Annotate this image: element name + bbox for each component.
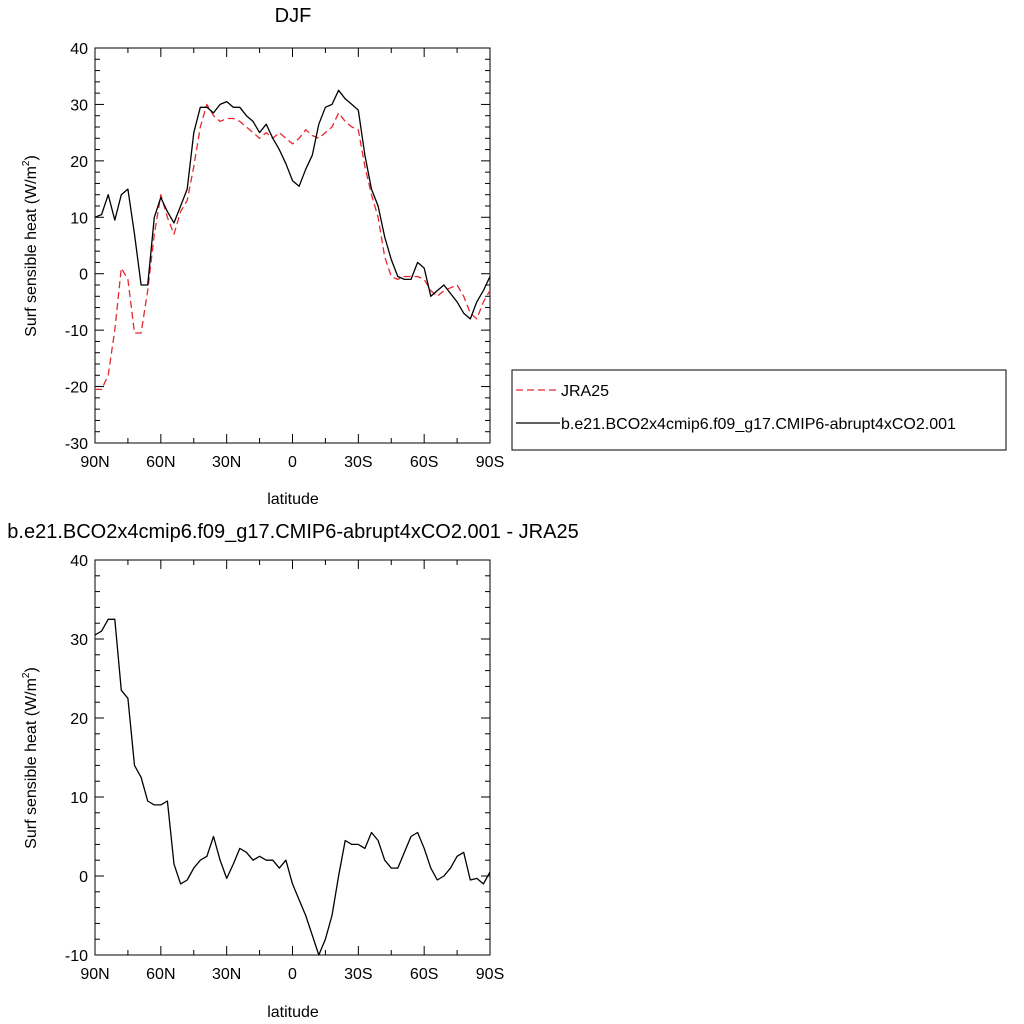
series-line-difference — [94, 618, 491, 956]
x-tick-label: 90N — [80, 966, 109, 983]
x-tick-label: 90S — [476, 454, 504, 471]
y-tick-label: 0 — [79, 869, 88, 886]
x-tick-label: 30N — [212, 966, 241, 983]
bottom-series-group — [94, 618, 491, 956]
top-series-group — [94, 89, 491, 391]
x-tick-label: 90S — [476, 966, 504, 983]
series-line-model — [94, 89, 491, 320]
y-tick-label: 20 — [70, 711, 88, 728]
y-tick-label: 10 — [70, 210, 88, 227]
bottom-y-axis-label-sup: 2 — [21, 672, 32, 678]
bottom-x-axis-label: latitude — [267, 1004, 319, 1021]
y-tick-label: -10 — [65, 948, 88, 965]
y-tick-label: 40 — [70, 41, 88, 58]
y-tick-label: 0 — [79, 267, 88, 284]
bottom-y-axis-label-main: Surf sensible heat (W/m — [23, 678, 40, 849]
legend: JRA25 b.e21.BCO2x4cmip6.f09_g17.CMIP6-ab… — [511, 369, 1007, 451]
y-tick-label: -30 — [65, 436, 88, 453]
x-tick-label: 30S — [344, 454, 372, 471]
y-tick-label: 30 — [70, 97, 88, 114]
bottom-chart-title: b.e21.BCO2x4cmip6.f09_g17.CMIP6-abrupt4x… — [7, 521, 578, 543]
bottom-x-ticks: 90N 60N 30N 0 30S 60S 90S — [80, 560, 504, 983]
y-tick-label: 40 — [70, 553, 88, 570]
top-y-axis-label-main: Surf sensible heat (W/m — [23, 166, 40, 337]
top-chart-title: DJF — [275, 5, 312, 27]
top-x-ticks: 90N 60N 30N 0 30S 60S 90S — [80, 48, 504, 471]
legend-label-jra25: JRA25 — [561, 383, 609, 400]
y-tick-label: -10 — [65, 323, 88, 340]
top-y-ticks: -30 -20 -10 0 10 20 30 40 — [65, 41, 490, 453]
x-tick-label: 30N — [212, 454, 241, 471]
bottom-y-ticks: -10 0 10 20 30 40 — [65, 553, 490, 965]
bottom-plot-frame — [94, 559, 491, 956]
x-tick-label: 60N — [146, 966, 175, 983]
bottom-y-axis-label-close: ) — [23, 667, 40, 672]
y-tick-label: -20 — [65, 380, 88, 397]
series-line-jra25 — [95, 103, 491, 391]
x-tick-label: 60N — [146, 454, 175, 471]
x-tick-label: 60S — [410, 966, 438, 983]
legend-box — [511, 369, 1007, 451]
bottom-panel: b.e21.BCO2x4cmip6.f09_g17.CMIP6-abrupt4x… — [7, 521, 578, 1021]
x-tick-label: 0 — [288, 454, 297, 471]
y-tick-label: 30 — [70, 632, 88, 649]
top-y-axis-label-sup: 2 — [21, 160, 32, 166]
y-tick-label: 10 — [70, 790, 88, 807]
top-y-axis-label: Surf sensible heat (W/m2) — [21, 155, 40, 337]
legend-label-model: b.e21.BCO2x4cmip6.f09_g17.CMIP6-abrupt4x… — [561, 416, 956, 433]
x-tick-label: 60S — [410, 454, 438, 471]
x-tick-label: 0 — [288, 966, 297, 983]
top-y-axis-label-close: ) — [23, 155, 40, 160]
bottom-y-axis-label: Surf sensible heat (W/m2) — [21, 667, 40, 849]
x-tick-label: 30S — [344, 966, 372, 983]
top-x-axis-label: latitude — [267, 491, 319, 508]
x-tick-label: 90N — [80, 454, 109, 471]
y-tick-label: 20 — [70, 154, 88, 171]
top-plot-frame — [94, 47, 491, 444]
